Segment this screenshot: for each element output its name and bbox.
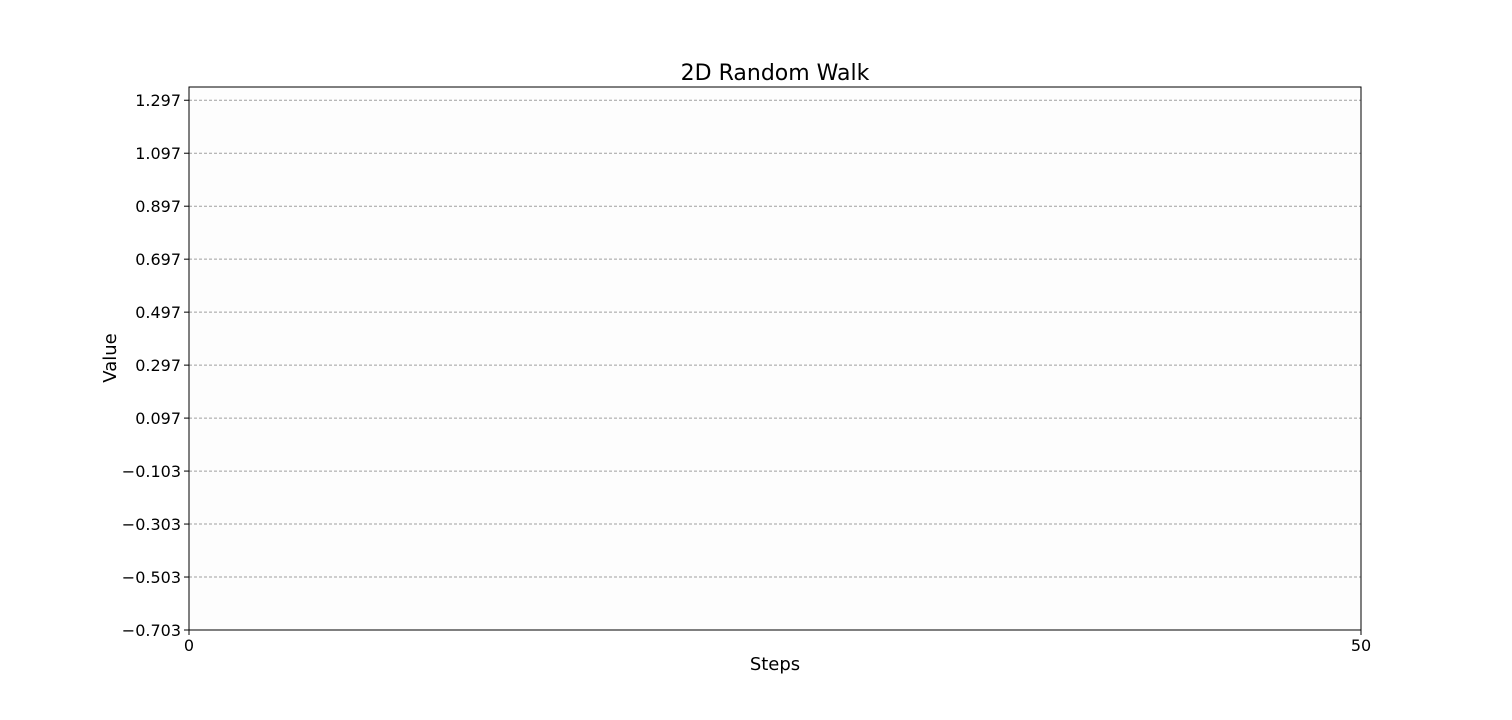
y-tick-label: 1.097 [135,144,181,163]
y-tick-label: −0.703 [122,621,181,640]
plot-area [189,87,1361,630]
y-tick-label: −0.303 [122,515,181,534]
x-tick-label: 50 [1351,636,1371,655]
y-tick-label: −0.103 [122,462,181,481]
y-tick-label: 0.497 [135,303,181,322]
y-tick-label: 1.297 [135,91,181,110]
y-axis-label: Value [100,333,121,382]
y-tick-label: −0.503 [122,568,181,587]
y-tick-label: 0.097 [135,409,181,428]
axes-frame [188,86,1362,631]
x-axis-ticks: 0 50 [184,630,1371,655]
grid-lines [189,99,1361,631]
x-tick-label: 0 [184,636,194,655]
y-tick-label: 0.297 [135,356,181,375]
y-axis-ticks: −0.703 −0.503 −0.303 −0.103 0.097 0.297 0.497 0… [122,91,189,640]
x-axis-label: Steps [750,654,800,675]
y-tick-label: 0.897 [135,197,181,216]
y-tick-label: 0.697 [135,250,181,269]
chart-title: 2D Random Walk [681,61,870,86]
